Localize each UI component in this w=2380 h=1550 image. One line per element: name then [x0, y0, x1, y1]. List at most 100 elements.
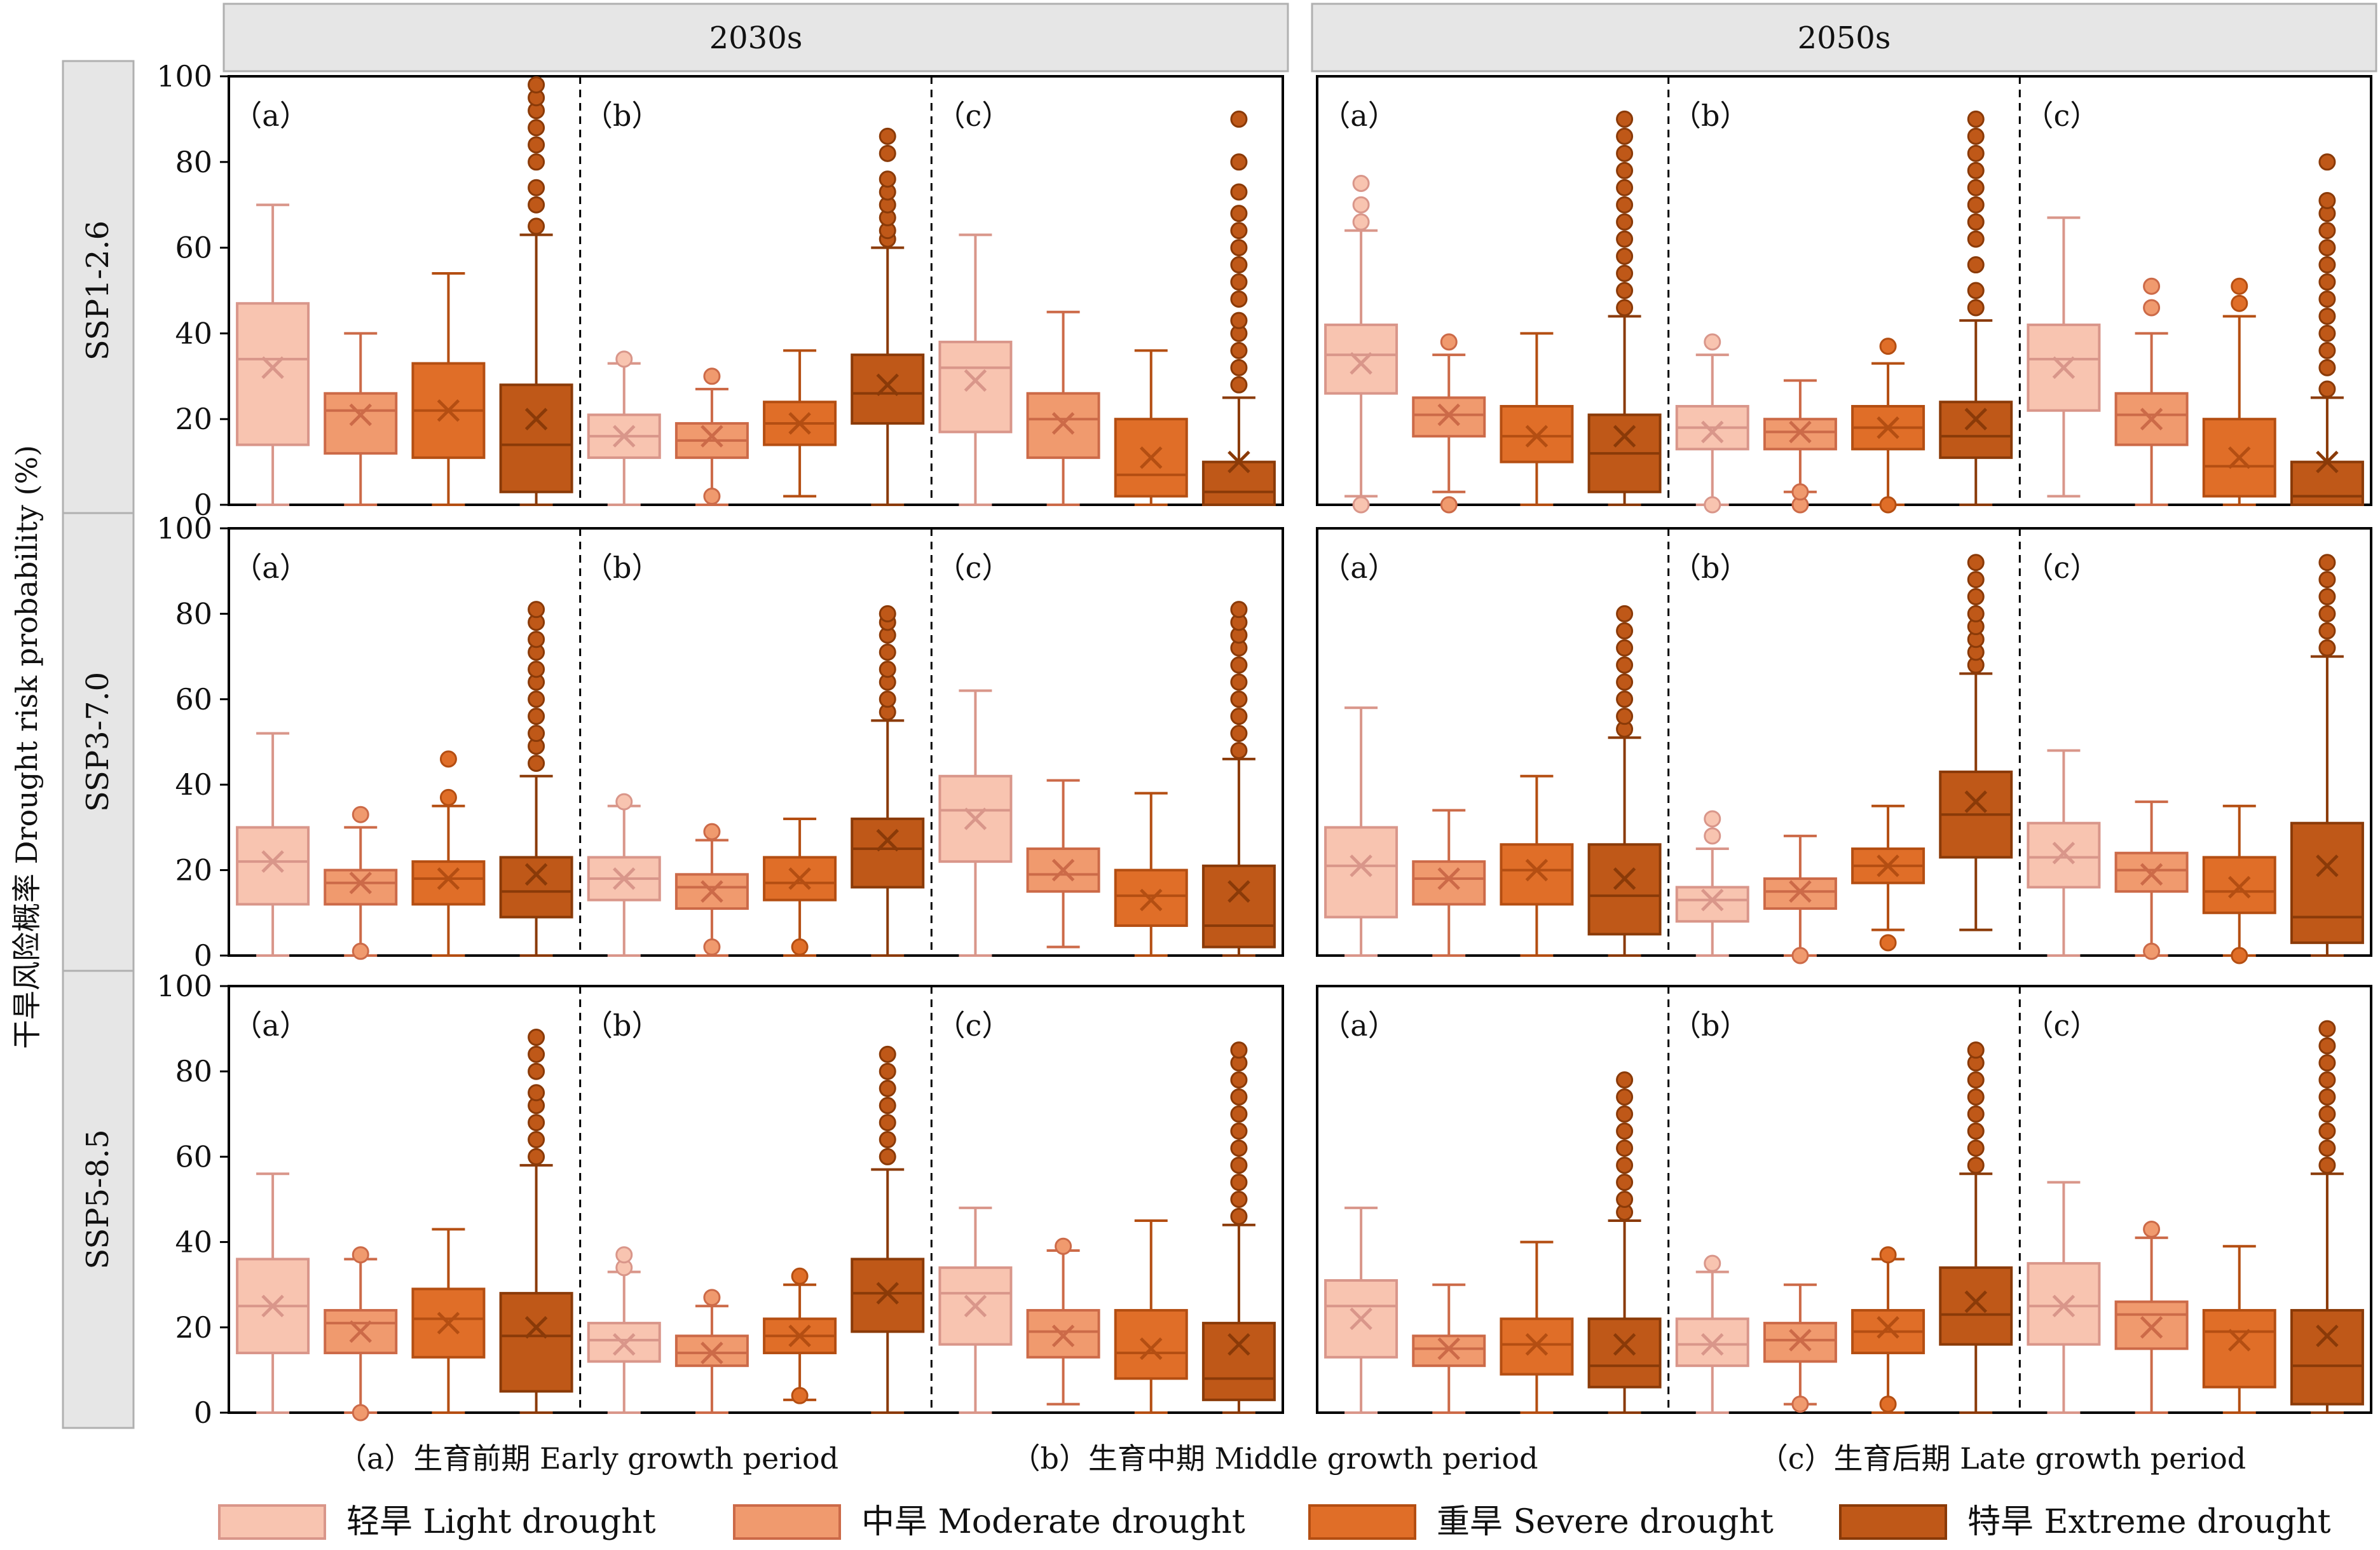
period-tag: （a） [233, 99, 308, 133]
outlier-point [615, 350, 633, 368]
outlier-point [1879, 1246, 1897, 1264]
outlier-point [1230, 708, 1248, 725]
box-body [1939, 401, 2013, 459]
outlier-point [528, 601, 545, 619]
mean-marker [524, 863, 548, 886]
outlier-point [2318, 290, 2336, 308]
period-label: （b）生育中期 Middle growth period [1011, 1441, 1538, 1476]
box-中旱 Moderate drought [2114, 1220, 2189, 1414]
legend-swatch [733, 1504, 841, 1540]
y-tick-label: 60 [175, 682, 212, 717]
outlier-point [879, 1045, 896, 1063]
outlier-point [1230, 1174, 1248, 1191]
box-特旱 Extreme drought [1587, 1071, 1662, 1414]
box-轻旱 Light drought [587, 350, 661, 506]
mean-marker [1051, 858, 1075, 882]
mean-marker [1525, 1333, 1549, 1356]
outlier-point [2143, 1220, 2161, 1238]
outlier-point [528, 1045, 545, 1063]
panel-SSP3-7.0-2030s: 0 20 40 60 80 100 （a） （b） （c） [156, 511, 1284, 973]
outlier-point [439, 750, 457, 768]
mean-marker [788, 867, 811, 890]
mean-marker [1613, 867, 1636, 890]
outlier-point [1967, 1122, 1985, 1140]
outlier-point [2318, 1105, 2336, 1123]
box-轻旱 Light drought [938, 1206, 1013, 1414]
mean-marker [1964, 1290, 1988, 1313]
outlier-point [528, 661, 545, 678]
outlier-point [528, 179, 545, 196]
outlier-point [1230, 601, 1248, 619]
outlier-point [528, 196, 545, 214]
outlier-point [1230, 1088, 1248, 1106]
row-strip-label: SSP5-8.5 [80, 1129, 116, 1269]
outlier-point [1967, 110, 1985, 128]
outlier-point [2318, 605, 2336, 622]
row-strips: SSP1-2.6 SSP3-7.0 SSP5-8.5 [62, 60, 135, 1429]
outlier-point [528, 136, 545, 154]
outlier-point [1230, 359, 1248, 376]
outlier-point [1791, 483, 1809, 501]
box-body [499, 383, 573, 493]
outlier-point [879, 1097, 896, 1114]
outlier-point [1967, 571, 1985, 589]
mean-marker [1877, 854, 1899, 877]
y-tick-label: 80 [175, 145, 212, 179]
outlier-point [528, 1131, 545, 1149]
box-重旱 Severe drought [2202, 1245, 2276, 1414]
outlier-point [1230, 1071, 1248, 1089]
outlier-point [1616, 1105, 1634, 1123]
mean-marker [2227, 875, 2251, 899]
mean-marker [2227, 1329, 2251, 1352]
period-tag: （b） [584, 551, 660, 585]
legend-swatch [1839, 1504, 1947, 1540]
outlier-point [1967, 605, 1985, 622]
outlier-point [1879, 934, 1897, 952]
box-特旱 Extreme drought [499, 1029, 573, 1414]
outlier-point [1616, 605, 1634, 622]
outlier-point [2318, 1088, 2336, 1106]
outlier-point [1967, 588, 1985, 606]
outlier-point [2143, 299, 2161, 317]
panel-SSP5-8.5-2030s: 0 20 40 60 80 100 （a） （b） （c） [156, 969, 1284, 1430]
box-轻旱 Light drought [2027, 749, 2101, 957]
mean-marker [1139, 888, 1163, 912]
box-特旱 Extreme drought [1939, 1041, 2013, 1414]
mean-marker [1139, 446, 1163, 469]
mean-marker [701, 880, 723, 903]
box-中旱 Moderate drought [1763, 1283, 1837, 1413]
mean-marker [701, 1341, 723, 1364]
y-tick-label: 60 [175, 231, 212, 265]
outlier-point [1616, 144, 1634, 162]
mean-marker [1789, 1329, 1812, 1352]
box-重旱 Severe drought [411, 750, 486, 957]
mean-marker [437, 867, 460, 890]
box-body [499, 1292, 573, 1393]
y-tick-label: 20 [175, 402, 212, 436]
box-特旱 Extreme drought [1939, 554, 2013, 931]
outlier-point [2318, 191, 2336, 209]
outlier-point [528, 690, 545, 708]
outlier-point [1967, 161, 1985, 179]
column-strip-2050s [1311, 3, 2377, 72]
outlier-point [1616, 639, 1634, 657]
outlier-point [1230, 1191, 1248, 1208]
outlier-point [1230, 1105, 1248, 1123]
outlier-point [528, 217, 545, 235]
box-重旱 Severe drought [411, 272, 486, 506]
mean-marker [261, 850, 284, 873]
box-轻旱 Light drought [236, 732, 310, 957]
box-重旱 Severe drought [763, 817, 837, 957]
y-tick-label: 100 [156, 511, 212, 545]
outlier-point [1352, 175, 1370, 192]
mean-marker [2052, 356, 2076, 380]
outlier-point [2318, 622, 2336, 640]
mean-marker [612, 867, 636, 890]
outlier-point [879, 170, 896, 188]
outlier-point [1616, 1139, 1634, 1157]
panel-SSP5-8.5-2050s: （a） （b） （c） [1316, 985, 2372, 1414]
period-tag: （c） [936, 551, 1011, 585]
outlier-point [1230, 1156, 1248, 1174]
legend-swatch [1308, 1504, 1416, 1540]
